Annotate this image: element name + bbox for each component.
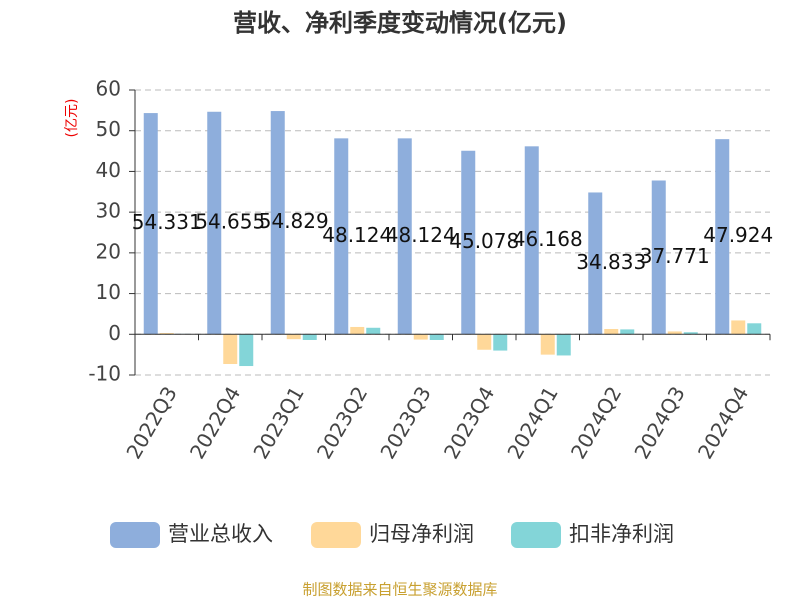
bar bbox=[477, 334, 491, 349]
data-label: 48.124 bbox=[386, 223, 456, 247]
legend-label: 营业总收入 bbox=[168, 522, 273, 546]
data-label: 34.833 bbox=[576, 250, 646, 274]
y-tick-label: 0 bbox=[108, 321, 121, 345]
x-tick-label: 2023Q4 bbox=[439, 382, 499, 463]
data-label: 48.124 bbox=[322, 223, 392, 247]
bar bbox=[366, 328, 380, 335]
bar bbox=[541, 334, 555, 354]
legend-swatch bbox=[311, 522, 361, 548]
bar bbox=[620, 329, 634, 334]
x-tick-label: 2024Q3 bbox=[629, 382, 689, 463]
y-tick-label: 10 bbox=[96, 280, 121, 304]
x-tick-label: 2024Q2 bbox=[566, 382, 626, 463]
x-tick-label: 2023Q3 bbox=[375, 382, 435, 463]
data-label: 46.168 bbox=[513, 227, 583, 251]
data-label: 47.924 bbox=[703, 223, 773, 247]
bar bbox=[223, 334, 237, 364]
y-tick-label: 60 bbox=[96, 77, 121, 101]
bar bbox=[239, 334, 253, 366]
data-label: 54.331 bbox=[132, 210, 202, 234]
bar bbox=[430, 334, 444, 340]
bar bbox=[350, 327, 364, 334]
y-tick-label: 50 bbox=[96, 117, 121, 141]
bar bbox=[731, 320, 745, 334]
bar bbox=[414, 334, 428, 339]
bar bbox=[303, 334, 317, 340]
chart-title: 营收、净利季度变动情况(亿元) bbox=[233, 9, 567, 37]
source-note: 制图数据来自恒生聚源数据库 bbox=[302, 581, 497, 599]
legend-swatch bbox=[511, 522, 561, 548]
y-tick-label: 20 bbox=[96, 239, 121, 263]
x-tick-label: 2022Q3 bbox=[121, 382, 181, 463]
bar bbox=[493, 334, 507, 350]
data-label: 37.771 bbox=[640, 244, 710, 268]
y-tick-label: 40 bbox=[96, 158, 121, 182]
x-tick-label: 2024Q1 bbox=[502, 382, 562, 463]
x-tick-label: 2023Q2 bbox=[312, 382, 372, 463]
x-tick-label: 2024Q4 bbox=[693, 382, 753, 463]
legend-swatch bbox=[110, 522, 160, 548]
legend-label: 扣非净利润 bbox=[569, 522, 674, 546]
y-tick-label: 30 bbox=[96, 199, 121, 223]
data-label: 54.655 bbox=[195, 210, 265, 234]
bar bbox=[604, 329, 618, 334]
y-tick-label: -10 bbox=[88, 362, 121, 386]
y-axis-label: (亿元) bbox=[64, 99, 80, 138]
bar bbox=[747, 323, 761, 334]
x-tick-label: 2022Q4 bbox=[185, 382, 245, 463]
data-label: 54.829 bbox=[259, 209, 329, 233]
x-tick-label: 2023Q1 bbox=[248, 382, 308, 463]
legend-label: 归母净利润 bbox=[369, 522, 474, 546]
bar bbox=[557, 334, 571, 355]
bar bbox=[287, 334, 301, 339]
data-label: 45.078 bbox=[449, 229, 519, 253]
